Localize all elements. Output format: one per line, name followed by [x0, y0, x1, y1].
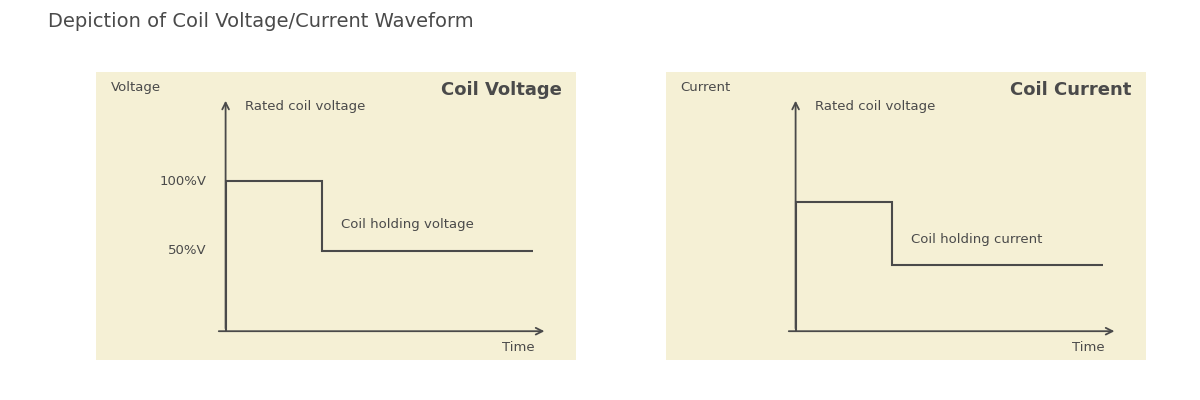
Text: Rated coil voltage: Rated coil voltage: [815, 100, 935, 113]
Text: Depiction of Coil Voltage/Current Waveform: Depiction of Coil Voltage/Current Wavefo…: [48, 12, 474, 31]
Text: Coil Current: Coil Current: [1010, 81, 1132, 99]
Text: Current: Current: [680, 81, 731, 94]
Text: Coil Voltage: Coil Voltage: [440, 81, 562, 99]
Text: 100%V: 100%V: [160, 175, 206, 188]
Text: Time: Time: [1072, 341, 1105, 354]
Text: Voltage: Voltage: [110, 81, 161, 94]
Text: Coil holding voltage: Coil holding voltage: [341, 218, 474, 231]
Text: Rated coil voltage: Rated coil voltage: [245, 100, 365, 113]
Text: 50%V: 50%V: [168, 244, 206, 257]
Text: Coil holding current: Coil holding current: [911, 232, 1042, 246]
Text: Time: Time: [502, 341, 535, 354]
